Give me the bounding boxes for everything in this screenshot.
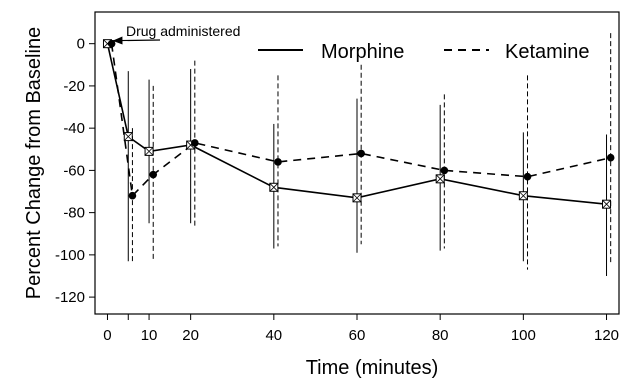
- data-point-ketamine: [149, 170, 158, 179]
- marker-cross: [519, 191, 528, 201]
- marker-cross: [123, 132, 133, 141]
- data-point-morphine: [123, 132, 133, 142]
- y-tick-label: -20: [63, 78, 85, 95]
- legend-label-morphine: Morphine: [321, 41, 404, 63]
- y-tick-label: -120: [55, 289, 85, 306]
- data-point-ketamine: [440, 166, 449, 175]
- data-point-morphine: [144, 146, 154, 156]
- x-tick-label: 120: [594, 327, 619, 344]
- data-point-ketamine: [606, 153, 615, 162]
- data-point-ketamine: [191, 139, 199, 147]
- x-axis-label: Time (minutes): [306, 357, 439, 379]
- data-point-ketamine: [128, 191, 137, 200]
- y-axis: 0 -20 -40 -60 -80 -100 -120: [55, 36, 95, 306]
- data-point-morphine: [518, 191, 528, 201]
- data-markers: [102, 39, 615, 209]
- x-tick-label: 100: [511, 327, 536, 344]
- x-axis: 0 10 20 40 60 80 100 120: [103, 314, 619, 344]
- x-tick-label: 0: [103, 327, 111, 344]
- data-point-ketamine: [274, 158, 282, 166]
- marker-cross: [269, 183, 279, 192]
- legend-label-ketamine: Ketamine: [505, 41, 590, 63]
- annotation-text: Drug administered: [126, 23, 240, 39]
- data-point-ketamine: [107, 39, 116, 48]
- marker-cross: [352, 193, 362, 203]
- y-axis-label: Percent Change from Baseline: [23, 27, 45, 299]
- data-point-morphine: [435, 174, 445, 184]
- data-point-morphine: [352, 193, 362, 203]
- series-lines: [106, 43, 611, 205]
- x-tick-label: 20: [182, 327, 199, 344]
- x-tick-label: 40: [265, 327, 282, 344]
- x-tick-label: 80: [432, 327, 449, 344]
- marker-cross: [144, 147, 154, 156]
- y-tick-label: -80: [63, 205, 85, 222]
- marker-cross: [435, 174, 445, 184]
- y-tick-label: -60: [63, 162, 85, 179]
- x-tick-label: 10: [141, 327, 158, 344]
- y-tick-label: -100: [55, 247, 85, 264]
- data-point-ketamine: [523, 172, 532, 181]
- y-tick-label: -40: [63, 120, 85, 137]
- data-point-morphine: [269, 182, 279, 192]
- legend: Morphine Ketamine: [258, 41, 590, 63]
- annotation-arrowhead: [112, 36, 123, 45]
- y-tick-label: 0: [77, 36, 85, 53]
- annotation: Drug administered: [112, 23, 240, 45]
- data-point-ketamine: [357, 149, 365, 158]
- x-tick-label: 60: [349, 327, 366, 344]
- data-point-morphine: [602, 199, 612, 209]
- marker-cross: [602, 199, 611, 209]
